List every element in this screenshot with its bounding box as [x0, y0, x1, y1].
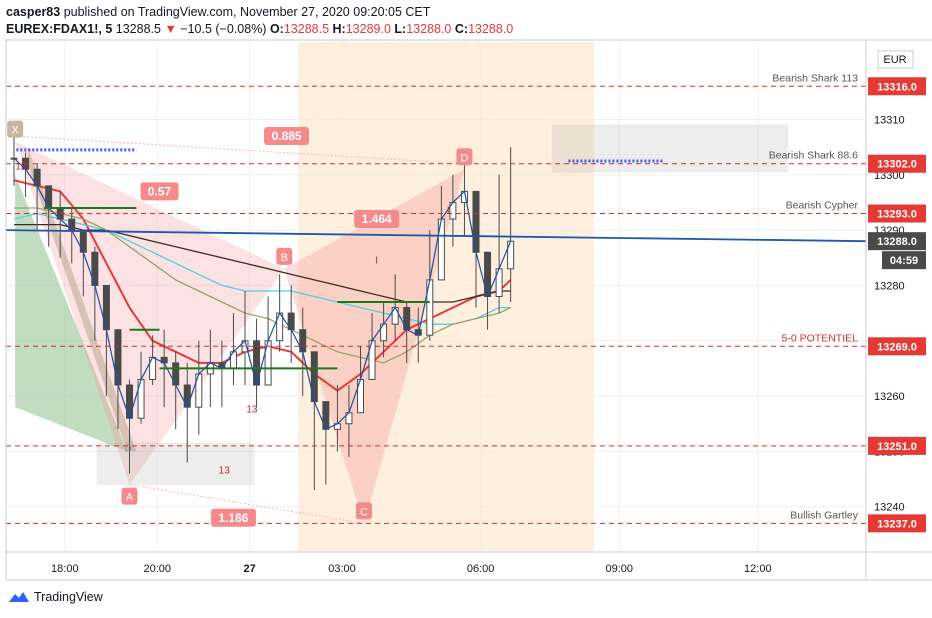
price-marker [868, 337, 926, 356]
pattern-point-C [355, 502, 372, 520]
x-tick-label: 12:00 [744, 563, 772, 575]
annotation: D [125, 443, 132, 454]
currency-box [877, 50, 914, 69]
price-marker [868, 514, 926, 533]
open-label: O: [269, 22, 284, 36]
last-price: 13288.5 [115, 22, 161, 36]
high-label: H: [332, 22, 346, 36]
pattern-point-D [456, 148, 473, 166]
ratio-label: 0.885 [272, 129, 302, 143]
price-marker-label: 13302.0 [877, 159, 917, 171]
session-zone [298, 42, 594, 551]
ratio-label: 1.186 [218, 511, 248, 525]
pattern-point-B [276, 247, 293, 265]
x-tick-label: 06:00 [467, 563, 495, 575]
pattern-labels: X A B C D 0.885 0.57 1.464 1.186 13 13 13 I I D [7, 120, 473, 527]
annotation: 13 [15, 161, 27, 172]
low-label: L: [394, 22, 407, 36]
y-tick-label: 13260 [874, 391, 905, 403]
ratio-label-bg [210, 508, 256, 527]
price-marker-label: 13237.0 [877, 518, 917, 530]
x-tick-label: 20:00 [143, 563, 171, 575]
level-label: Bearish Shark 88.6 [769, 150, 858, 162]
target-box-bullish [96, 442, 255, 486]
currency-label: EUR [883, 54, 906, 66]
pattern-xab [15, 141, 285, 485]
price-marker-label: 13293.0 [877, 209, 917, 221]
ohlc-line: EUREX:FDAX1!, 5 13288.5 ▼ −10.5 (−0.08%)… [6, 21, 513, 38]
annotation: 13 [219, 466, 231, 477]
footer-brand[interactable]: TradingView [34, 590, 103, 604]
target-box-bearish [551, 124, 789, 173]
countdown-box [882, 251, 926, 270]
y-tick-label: 13280 [874, 280, 905, 292]
price-marker-label: 13288.0 [877, 236, 917, 248]
close-label: C: [454, 22, 469, 36]
ratio-label-bg [140, 182, 179, 201]
pattern-point-label: D [460, 152, 468, 164]
moving-average-ma_black [14, 223, 511, 303]
session-zones [298, 42, 594, 551]
level-label: 5-0 POTENTIEL [782, 332, 859, 344]
pattern-point-label: X [11, 125, 19, 137]
x-tick-label: 27 [243, 563, 255, 575]
pattern-point-label: C [360, 506, 368, 518]
close-value: 13288.0 [468, 22, 514, 36]
tradingview-logo-icon [9, 592, 29, 602]
price-markers: 13316.0 13302.0 13293.0 13288.0 04:59 13269.0… [868, 77, 926, 533]
ratio-label: 0.57 [148, 184, 172, 198]
footer: TradingView [8, 590, 103, 604]
annotation: 13 [246, 405, 258, 416]
price-levels: Bearish Shark 113 Bearish Shark 88.6 Beari… [5, 72, 867, 524]
pattern-leg [27, 147, 137, 452]
chart-header: casper83 published on TradingView.com, N… [6, 4, 513, 38]
author-name[interactable]: casper83 [6, 5, 61, 19]
publish-line: casper83 published on TradingView.com, N… [6, 4, 513, 21]
level-label: Bearish Shark 113 [772, 72, 858, 84]
ratio-label-bg [264, 127, 310, 146]
moving-average-ma_cyan [13, 212, 511, 325]
trend-line [5, 229, 867, 243]
ratio-label: 1.464 [362, 212, 392, 226]
y-tick-label: 13300 [874, 170, 905, 182]
price-marker [868, 77, 926, 96]
x-tick-label: 18:00 [51, 563, 79, 575]
price-marker-label: 13269.0 [877, 341, 917, 353]
y-tick-label: 13310 [874, 114, 905, 126]
xd-dotted-line [15, 135, 465, 165]
published-text: published on TradingView.com, November 2… [63, 5, 431, 19]
close-price-line [13, 157, 512, 431]
annotation: I [447, 206, 450, 217]
high-value: 13289.0 [345, 22, 391, 36]
candle-body [507, 240, 515, 270]
price-marker [868, 436, 926, 455]
level-label: Bearish Cypher [786, 200, 859, 212]
down-triangle-icon: ▼ [164, 22, 177, 36]
pattern-point-label: A [126, 492, 134, 504]
open-value: 13288.5 [283, 22, 330, 36]
pattern-green-wedge [15, 174, 128, 452]
pattern-point-A [121, 487, 138, 505]
pattern-point-X [7, 120, 24, 138]
price-marker [868, 154, 926, 173]
target-boxes [16, 124, 789, 486]
y-tick-label: 13240 [874, 502, 905, 514]
countdown-label: 04:59 [890, 255, 918, 267]
annotation: I [375, 255, 378, 266]
change-value: −10.5 (−0.08%) [180, 22, 267, 36]
symbol-label[interactable]: EUREX:FDAX1!, 5 [6, 22, 113, 36]
price-marker-label: 13251.0 [877, 441, 917, 453]
price-marker [868, 204, 926, 223]
x-tick-label: 03:00 [328, 563, 356, 575]
ratio-label-bg [354, 210, 400, 229]
price-marker-label: 13316.0 [877, 81, 917, 93]
candles [10, 124, 515, 491]
level-label: Bullish Gartley [790, 509, 858, 521]
axes: 18:00 20:00 27 03:00 06:00 09:00 12:00 [5, 39, 932, 581]
low-value: 13288.0 [406, 22, 452, 36]
x-tick-label: 09:00 [605, 563, 633, 575]
pattern-point-label: B [281, 252, 288, 264]
price-marker [868, 232, 926, 251]
